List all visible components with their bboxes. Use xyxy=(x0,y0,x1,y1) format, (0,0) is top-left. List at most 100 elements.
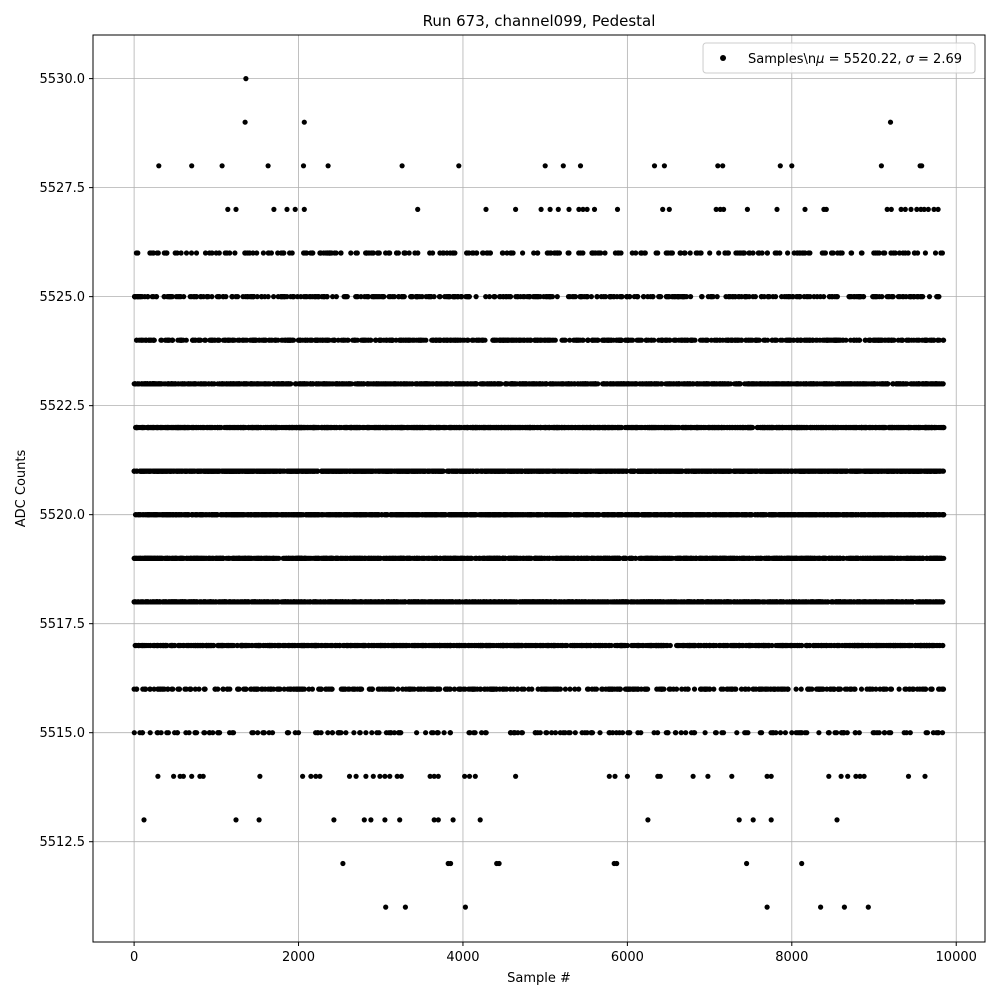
data-point xyxy=(220,555,226,561)
data-point xyxy=(673,730,679,736)
data-point xyxy=(611,555,617,561)
data-point xyxy=(888,206,894,212)
data-point xyxy=(660,642,667,649)
data-point xyxy=(826,730,832,736)
data-point xyxy=(522,599,528,605)
data-point xyxy=(898,642,904,649)
data-point xyxy=(770,730,776,736)
data-point xyxy=(447,730,453,736)
data-point xyxy=(629,599,635,605)
data-point xyxy=(682,599,688,605)
data-point xyxy=(500,642,507,649)
data-point xyxy=(369,599,375,605)
data-point xyxy=(939,599,945,605)
data-point xyxy=(935,730,941,736)
data-point xyxy=(768,817,774,823)
data-point xyxy=(411,686,417,692)
data-point xyxy=(657,555,663,561)
data-point xyxy=(297,686,303,692)
data-point xyxy=(567,686,573,692)
data-point xyxy=(691,730,697,736)
data-point xyxy=(351,730,357,736)
data-point xyxy=(772,686,778,692)
data-point xyxy=(651,163,658,169)
data-point xyxy=(736,817,742,823)
data-point xyxy=(798,555,804,561)
data-point xyxy=(576,206,582,212)
data-point xyxy=(750,817,756,823)
data-point xyxy=(500,555,506,561)
data-point xyxy=(886,599,892,605)
data-point xyxy=(181,555,187,561)
data-point xyxy=(907,555,913,561)
data-point xyxy=(495,599,501,605)
data-point xyxy=(632,686,638,692)
data-point xyxy=(165,686,171,692)
data-point xyxy=(809,555,815,561)
data-point xyxy=(565,599,571,605)
data-point xyxy=(645,817,651,823)
data-point xyxy=(789,730,795,736)
data-point xyxy=(549,730,555,736)
data-point xyxy=(397,817,403,823)
data-point xyxy=(645,599,652,605)
data-point xyxy=(843,642,850,649)
data-point xyxy=(589,555,595,561)
data-point xyxy=(189,163,195,169)
data-point xyxy=(853,773,859,779)
data-point xyxy=(275,686,281,692)
data-point xyxy=(862,555,868,561)
data-point xyxy=(169,642,175,649)
data-point xyxy=(363,599,369,605)
data-point xyxy=(413,642,419,649)
data-point xyxy=(147,730,153,736)
data-point xyxy=(195,642,201,649)
data-point xyxy=(527,555,533,561)
data-point xyxy=(325,730,331,736)
data-point xyxy=(343,730,349,736)
data-point xyxy=(242,642,248,649)
data-point xyxy=(604,555,610,561)
data-point xyxy=(131,730,137,736)
data-point xyxy=(678,730,684,736)
data-point xyxy=(496,860,502,867)
data-point xyxy=(265,163,271,169)
data-point xyxy=(862,599,868,605)
data-point xyxy=(151,686,157,692)
data-point xyxy=(902,686,908,692)
data-point xyxy=(306,686,312,692)
data-point xyxy=(928,599,934,605)
data-point xyxy=(592,642,599,649)
data-point xyxy=(164,555,171,561)
data-point xyxy=(884,555,890,561)
data-point xyxy=(661,163,668,169)
data-point xyxy=(511,730,517,736)
data-point xyxy=(908,206,914,212)
data-point xyxy=(255,730,261,736)
data-point xyxy=(858,686,865,692)
data-point xyxy=(870,730,876,736)
data-point xyxy=(176,599,182,605)
data-point xyxy=(383,730,389,736)
data-point xyxy=(784,555,790,561)
data-point xyxy=(227,730,233,736)
data-point xyxy=(831,686,837,692)
data-point xyxy=(200,773,206,779)
data-point xyxy=(856,730,862,736)
data-point xyxy=(434,686,440,692)
data-point xyxy=(284,206,290,212)
data-point xyxy=(181,642,187,649)
data-point xyxy=(302,599,308,605)
data-point xyxy=(914,206,920,212)
data-point xyxy=(397,730,403,736)
data-point xyxy=(880,642,887,649)
data-point xyxy=(715,163,721,169)
data-point xyxy=(738,599,744,605)
data-point xyxy=(369,730,375,736)
data-point xyxy=(242,119,248,125)
data-point xyxy=(666,555,672,561)
data-point xyxy=(555,686,561,692)
data-point xyxy=(358,599,364,605)
data-point xyxy=(283,555,289,561)
data-point xyxy=(285,730,291,736)
